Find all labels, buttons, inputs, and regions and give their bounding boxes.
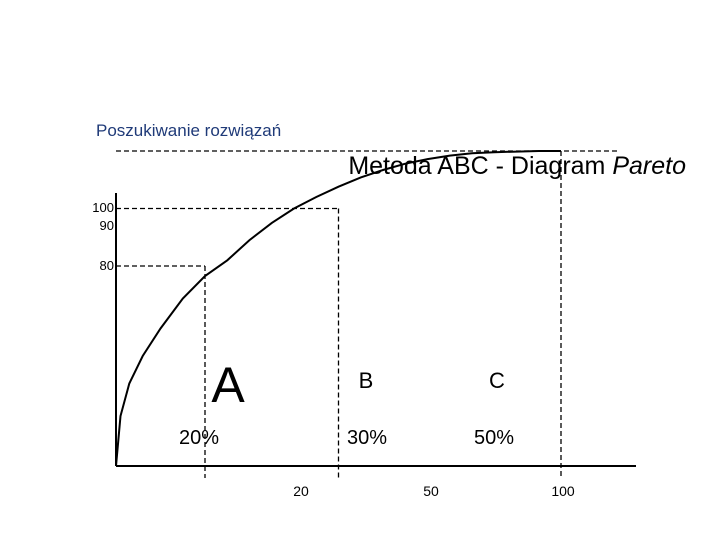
x-tick-50: 50 [423,483,439,499]
chart-title-italic: Pareto [612,152,686,180]
y-tick-labels: 100 90 80 [92,200,114,273]
chart-axes [115,193,636,467]
chart-title-main: Metoda ABC - Diagram [348,152,613,180]
pareto-curve [115,150,561,467]
chart-title: Metoda ABC - Diagram Pareto [348,152,686,181]
x-tick-100: 100 [551,483,575,499]
segment-b-percent: 30% [347,427,387,449]
segment-c-letter: C [489,368,505,393]
x-tick-20: 20 [293,483,309,499]
segment-a-letter: A [211,357,245,413]
y-tick-80: 80 [100,258,114,273]
segment-b-letter: B [359,368,374,393]
segment-a-percent: 20% [179,427,219,449]
x-tick-labels: 20 50 100 [293,483,575,499]
y-tick-100: 100 [92,200,114,215]
segment-c-percent: 50% [474,427,514,449]
y-tick-90: 90 [100,218,114,233]
slide-subtitle: Poszukiwanie rozwiązań [96,121,282,140]
segment-labels: A B C 20% 30% 50% [179,357,514,449]
